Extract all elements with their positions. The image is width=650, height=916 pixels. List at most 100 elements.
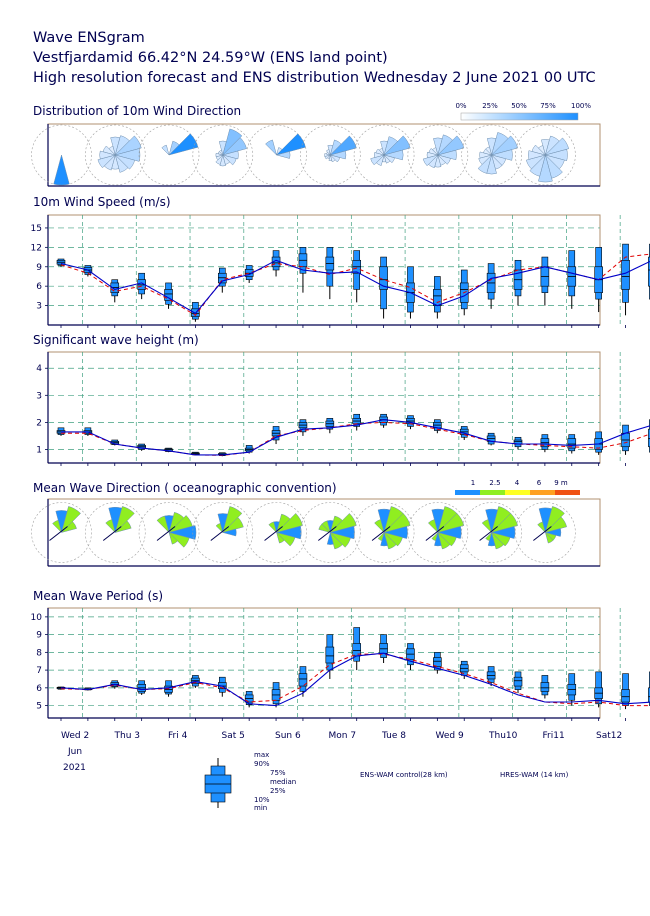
wind-direction-panel-rose (246, 124, 307, 186)
wind-direction-scale-label: 50% (511, 102, 527, 110)
wind-direction-panel-rose-sector (490, 135, 519, 156)
wave-direction-panel-rose-sector (276, 531, 285, 544)
wave-direction-panel-rose-ring (461, 502, 522, 563)
x-axis-day-label: Thu10 (488, 731, 518, 741)
wave-direction-panel-rose (515, 502, 576, 563)
x-axis-month-label: Jun (67, 747, 82, 757)
wind-direction-panel-rose-sector (370, 154, 385, 166)
wind-direction-panel-rose-sector (161, 144, 170, 156)
x-axis-day-label: Sat12 (596, 731, 622, 741)
wave-period-panel-y-tick-label: 5 (36, 702, 42, 712)
wave-direction-panel-rose-sector (490, 532, 511, 547)
wind-direction-panel-rose-sector (168, 133, 199, 156)
wave-direction-panel-rose-sector (490, 513, 519, 533)
wind-direction-panel-rose-sector (221, 150, 239, 160)
wave-direction-panel-rose-sector (544, 528, 562, 537)
wave-direction-scale-swatch (455, 490, 480, 495)
wave-direction-panel-rose-sector (427, 519, 439, 534)
wave-direction-panel-rose-sector (481, 519, 493, 534)
wind-direction-panel-rose-sector (428, 148, 439, 156)
wind-direction-panel-rose (515, 124, 576, 186)
wave-direction-panel-rose (300, 502, 361, 563)
wind-direction-panel-rose (407, 124, 469, 186)
wave-direction-scale: 1 2.5 4 6 9 m (455, 479, 580, 495)
wind-direction-panel-rose-sector (275, 133, 306, 156)
wind-direction-panel-rose-sector (219, 154, 226, 167)
wave-direction-panel-rose-ring (407, 502, 469, 563)
x-axis-day-label: Wed 9 (436, 731, 464, 741)
wave-direction-panel-rose-sector (168, 531, 178, 545)
wave-direction-panel-rose-sector (221, 528, 237, 537)
wind-speed-panel-box-inner (433, 289, 442, 306)
wave-direction-scale-label: 4 (515, 479, 520, 487)
wave-direction-panel-rose-sector (431, 531, 439, 542)
wind-direction-panel-rose-ring (192, 124, 254, 186)
wave-direction-panel-hres-direction (533, 526, 552, 541)
x-axis-day-label: Thu 3 (114, 731, 141, 741)
wind-direction-panel-rose-ring (246, 124, 307, 186)
wave-direction-panel-rose-sector (436, 526, 462, 539)
wave-height-panel-box-inner (567, 438, 577, 449)
wind-direction-panel-rose-sector (544, 137, 570, 156)
x-axis-day-label: Sat 5 (222, 731, 245, 741)
wave-direction-panel-rose (407, 502, 469, 563)
wave-period-panel-frame (47, 607, 601, 719)
wind-direction-panel-rose-sector (538, 154, 553, 183)
wind-direction-panel-rose-ring (84, 124, 146, 186)
wave-period-panel-control-line (60, 653, 650, 707)
legend-hres-label: HRES-WAM (14 km) (500, 771, 569, 779)
wind-direction-panel (31, 123, 601, 187)
wind-direction-panel-rose-sector (329, 135, 357, 156)
wave-direction-panel-rose (353, 502, 415, 563)
wave-direction-panel-rose-sector (485, 531, 493, 542)
wind-direction-panel-rose-sector (275, 151, 291, 159)
wave-direction-panel-rose-sector (329, 513, 357, 533)
wave-direction-panel-rose-sector (490, 526, 516, 539)
wind-direction-panel-rose-ring (300, 124, 361, 186)
wave-period-panel-y-tick-label: 7 (36, 666, 42, 676)
wave-direction-panel-rose-sector (168, 525, 197, 540)
wind-speed-panel-box-inner (648, 256, 650, 287)
wind-direction-panel-rose-sector (437, 154, 451, 165)
wind-direction-panel-rose-ring (515, 124, 576, 186)
wave-direction-panel (31, 498, 601, 567)
wave-period-panel-box-inner (433, 657, 442, 667)
wind-speed-panel-y-tick-label: 9 (36, 263, 42, 273)
wind-speed-panel-y-tick-label: 12 (31, 243, 42, 253)
wave-height-panel-control-line (61, 421, 650, 456)
wind-direction-scale: 0% 25% 50% 75% 100% (455, 102, 591, 121)
wind-direction-panel-rose-sector (265, 139, 278, 156)
wind-direction-panel-rose-sector (215, 152, 224, 158)
wave-direction-panel-rose (138, 502, 200, 563)
wind-direction-panel-rose-sector (485, 146, 493, 156)
wind-direction-scale-label: 25% (482, 102, 498, 110)
wind-direction-panel-rose-sector (531, 144, 547, 156)
wave-direction-panel-rose-ring (515, 502, 576, 563)
wave-direction-panel-rose-ring (31, 502, 92, 563)
wind-direction-panel-rose-sector (221, 137, 247, 156)
wind-direction-panel-rose (31, 124, 92, 186)
wave-direction-scale-label: 9 m (554, 479, 568, 487)
wave-direction-scale-label: 6 (537, 479, 542, 487)
wind-direction-panel-rose (353, 124, 415, 186)
wind-direction-panel-rose-ring (353, 124, 415, 186)
wave-direction-panel-rose-sector (215, 522, 224, 534)
wave-direction-scale-label: 1 (471, 479, 475, 487)
wind-direction-panel-rose-sector (329, 150, 347, 160)
x-axis-day-label: Fri11 (543, 731, 565, 741)
wave-period-panel-hres-line (60, 652, 650, 707)
wave-period-title: Mean Wave Period (s) (33, 589, 164, 603)
wave-height-panel: 1 2 3 4 (36, 351, 650, 466)
wave-height-panel-y-tick-label: 3 (36, 391, 42, 401)
wave-direction-panel-rose (84, 502, 146, 563)
wave-direction-scale-swatch (480, 490, 505, 495)
wave-direction-panel-rose-ring (353, 502, 415, 563)
legend-median-label: median (270, 778, 296, 786)
x-axis-day-label: Wed 2 (61, 731, 89, 741)
x-axis-day-label: Mon 7 (329, 731, 357, 741)
wind-direction-panel-rose-sector (378, 147, 385, 156)
wave-direction-panel-rose-sector (222, 506, 243, 534)
legend-max-label: max (254, 751, 269, 759)
wind-direction-panel-rose-ring (461, 124, 522, 186)
